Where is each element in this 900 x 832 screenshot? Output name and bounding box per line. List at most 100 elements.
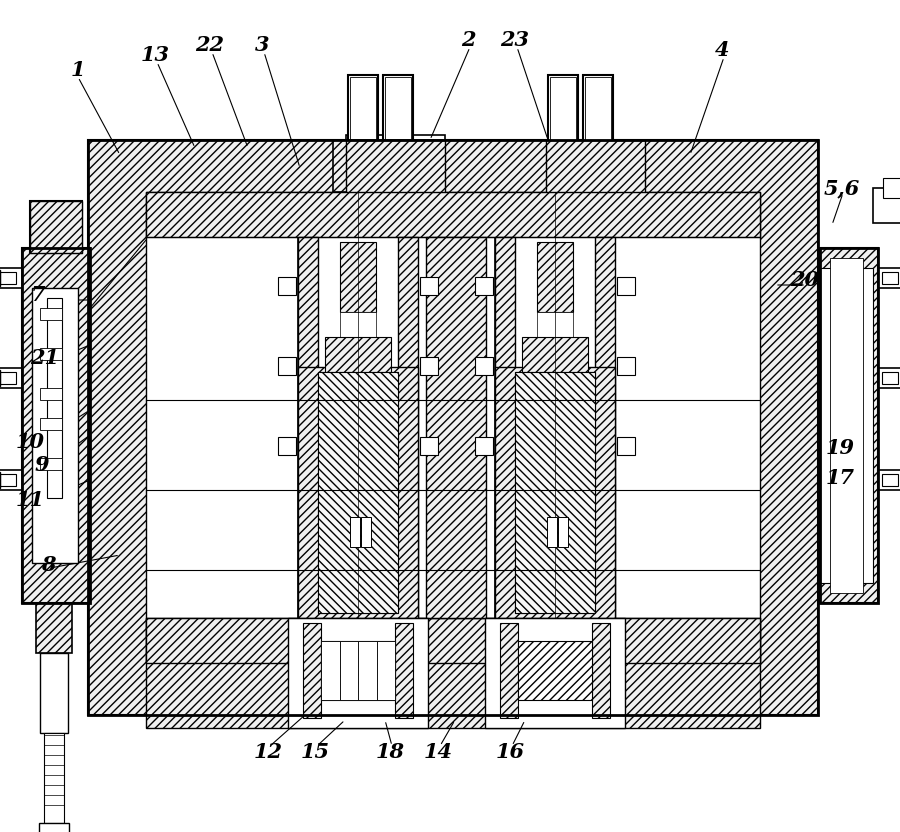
- Bar: [40, 348, 62, 360]
- Bar: [558, 517, 568, 547]
- Bar: [475, 437, 493, 455]
- Bar: [146, 618, 760, 728]
- Bar: [878, 268, 900, 288]
- Bar: [39, 823, 69, 832]
- Text: 12: 12: [254, 742, 283, 762]
- Bar: [495, 237, 515, 618]
- Bar: [278, 277, 296, 295]
- Bar: [585, 77, 611, 183]
- Bar: [820, 268, 873, 583]
- Bar: [339, 641, 358, 700]
- Bar: [537, 462, 573, 532]
- Bar: [617, 277, 635, 295]
- Text: 1: 1: [71, 60, 86, 80]
- Bar: [346, 140, 445, 197]
- Bar: [298, 237, 418, 618]
- Bar: [30, 201, 82, 253]
- Bar: [40, 308, 62, 320]
- Bar: [36, 603, 72, 653]
- Bar: [303, 623, 413, 718]
- Bar: [595, 237, 615, 618]
- Bar: [882, 272, 898, 284]
- Text: 23: 23: [500, 30, 529, 50]
- Bar: [546, 140, 645, 197]
- Bar: [873, 188, 900, 223]
- Bar: [878, 470, 900, 490]
- Bar: [0, 474, 16, 486]
- Bar: [318, 372, 398, 613]
- Text: 14: 14: [424, 742, 453, 762]
- Bar: [522, 337, 588, 437]
- Bar: [495, 237, 615, 618]
- Bar: [0, 470, 22, 490]
- Bar: [475, 277, 493, 295]
- Bar: [882, 474, 898, 486]
- Bar: [515, 372, 595, 613]
- Text: 7: 7: [31, 285, 45, 305]
- Text: 16: 16: [496, 742, 525, 762]
- Text: 10: 10: [15, 432, 44, 452]
- Bar: [882, 372, 898, 384]
- Bar: [88, 140, 818, 715]
- Bar: [820, 248, 878, 603]
- Bar: [495, 367, 615, 618]
- Bar: [500, 623, 610, 718]
- Bar: [376, 641, 395, 700]
- Text: 4: 4: [715, 40, 729, 60]
- Bar: [32, 288, 78, 563]
- Bar: [321, 641, 395, 700]
- Bar: [40, 388, 62, 400]
- Text: 2: 2: [461, 30, 475, 50]
- Bar: [518, 641, 592, 700]
- Bar: [515, 372, 595, 613]
- Bar: [44, 733, 64, 823]
- Bar: [537, 312, 573, 337]
- Bar: [340, 242, 376, 312]
- Bar: [288, 618, 428, 728]
- Bar: [537, 437, 573, 462]
- Bar: [385, 77, 411, 183]
- Bar: [883, 178, 900, 198]
- Bar: [0, 272, 16, 284]
- Bar: [40, 653, 68, 733]
- Bar: [383, 75, 413, 185]
- Bar: [420, 277, 438, 295]
- Bar: [537, 242, 573, 312]
- Bar: [350, 517, 360, 547]
- Bar: [617, 437, 635, 455]
- Bar: [398, 237, 418, 618]
- Bar: [22, 248, 90, 603]
- Bar: [298, 367, 418, 618]
- Bar: [340, 312, 376, 337]
- Bar: [583, 75, 613, 185]
- Bar: [146, 192, 760, 237]
- Bar: [592, 623, 610, 718]
- Bar: [325, 337, 391, 437]
- Bar: [820, 248, 878, 603]
- Bar: [40, 458, 62, 470]
- Bar: [321, 641, 339, 700]
- Bar: [146, 618, 760, 663]
- Bar: [426, 237, 486, 618]
- Text: 3: 3: [255, 35, 269, 55]
- Bar: [395, 623, 413, 718]
- Bar: [830, 258, 863, 593]
- Bar: [348, 75, 378, 185]
- Bar: [303, 623, 321, 718]
- Bar: [550, 77, 576, 183]
- Bar: [420, 357, 438, 375]
- Text: 22: 22: [195, 35, 224, 55]
- Bar: [22, 248, 90, 603]
- Text: 21: 21: [31, 348, 59, 368]
- Bar: [47, 298, 62, 498]
- Bar: [500, 623, 518, 718]
- Bar: [278, 437, 296, 455]
- Text: 13: 13: [140, 45, 169, 65]
- Text: 20: 20: [790, 270, 820, 290]
- Bar: [475, 357, 493, 375]
- Bar: [318, 372, 398, 613]
- Bar: [333, 140, 443, 192]
- Bar: [278, 357, 296, 375]
- Bar: [358, 641, 376, 700]
- Bar: [0, 368, 22, 388]
